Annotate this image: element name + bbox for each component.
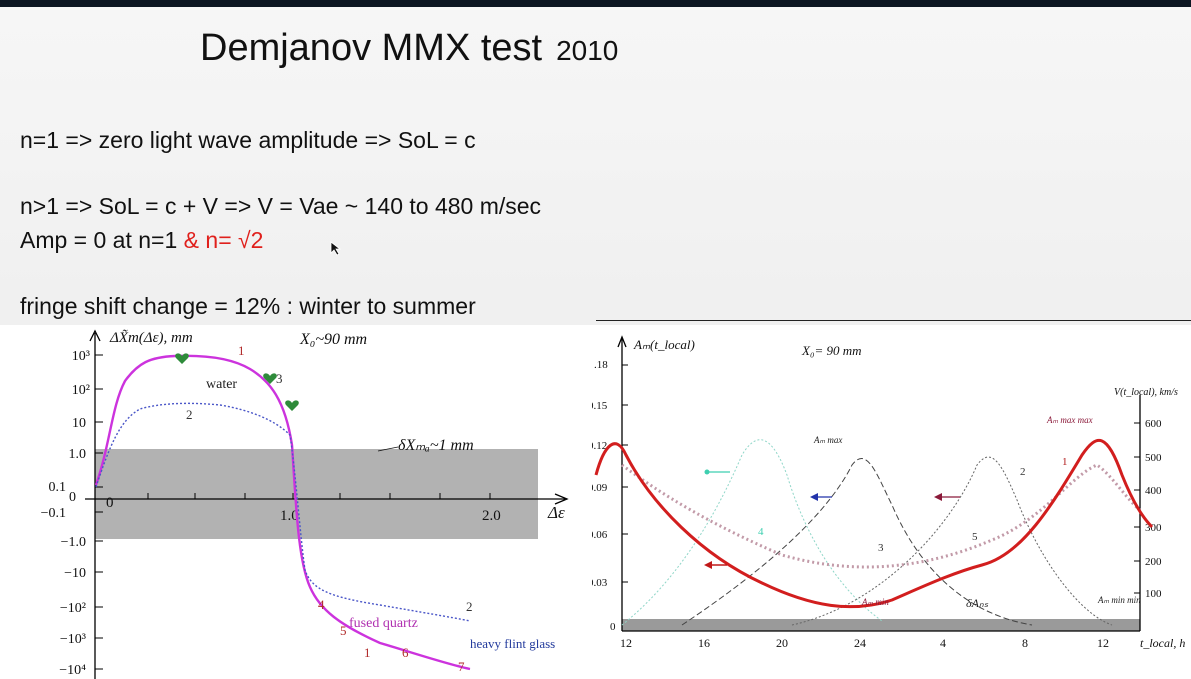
right-y-tick: 0.15 <box>592 400 608 412</box>
right-y-tick: 0 <box>610 621 616 633</box>
text-line-n-greater-1: n>1 => SoL = c + V => V = Vae ~ 140 to 4… <box>20 193 542 219</box>
arrow-left-icon <box>810 493 818 501</box>
y-tick-label: 0.1 <box>49 480 67 495</box>
label-am-max-max: Aₘ max max <box>1046 415 1093 425</box>
fringe-underline <box>596 320 1191 321</box>
marker-dot-icon <box>704 469 710 475</box>
right-y2-tick: 200 <box>1145 556 1162 568</box>
arrow-left-icon <box>934 493 942 501</box>
right-y-tick: 0.12 <box>592 440 607 452</box>
amp-text: Amp = 0 at n=1 <box>20 227 184 253</box>
curve-tag: 5 <box>972 531 978 543</box>
bell-curve-3 <box>681 458 1033 626</box>
bell-curve-2 <box>791 456 1113 626</box>
y-axis-arrow-icon <box>89 329 101 342</box>
label-delta-a: δAₙₛ <box>966 596 989 610</box>
right-y2-tick: 100 <box>1145 588 1162 600</box>
title-main: Demjanov MMX test <box>200 27 543 69</box>
series-tag: 3 <box>276 371 283 386</box>
left-y-axis-label: ΔX̃m(Δε), mm <box>109 330 193 346</box>
x-axis-arrow-icon <box>554 493 569 505</box>
right-y-tick: 0.09 <box>592 482 608 494</box>
right-y2-axis-label: V(t_local), km/s <box>1114 387 1178 398</box>
series-tag: 4 <box>318 597 325 612</box>
amp-highlight: & n= √2 <box>183 227 264 253</box>
series-tag: 2 <box>186 407 193 422</box>
right-x-tick: 16 <box>698 636 710 650</box>
label-am-max: Aₘ max <box>813 435 842 445</box>
uncertainty-band <box>95 449 538 539</box>
series-tag: 7 <box>458 659 465 674</box>
curve-tag: 4 <box>758 526 764 538</box>
x-tick-label: 0 <box>106 495 114 511</box>
x-tick-marks <box>147 493 491 499</box>
mouse-cursor-icon <box>330 241 342 256</box>
y-tick-label: 10² <box>72 383 90 398</box>
y-tick-label: 10 <box>72 416 86 431</box>
y-tick-label: −0.1 <box>41 506 66 521</box>
right-x-tick: 12 <box>620 636 632 650</box>
left-x-axis-label: Δε <box>547 503 565 522</box>
slide-title: Demjanov MMX test 2010 <box>200 27 618 70</box>
right-x-tick: 24 <box>854 636 866 650</box>
right-x-tick: 12 <box>1097 636 1109 650</box>
right-x0-annotation: X₀= 90 mm <box>801 343 862 358</box>
x-tick-label: 2.0 <box>482 508 501 524</box>
series-tag-1-lower: 1 <box>364 645 371 660</box>
heart-marker-icon <box>263 373 277 384</box>
y-tick-label: −10² <box>60 601 86 616</box>
right-y-axis-label: Aₘ(t_local) <box>633 337 695 352</box>
curve-tag: 1 <box>1062 456 1068 468</box>
curve-tag: 3 <box>878 542 884 554</box>
curve-tag: 2 <box>1020 466 1026 478</box>
right-x-tick: 4 <box>940 636 946 650</box>
y-tick-label: −1.0 <box>61 535 86 550</box>
right-chart: .18 0.15 0.12 0.09 0.06 0.03 0 600 500 4… <box>592 325 1191 679</box>
text-line-n1: n=1 => zero light wave amplitude => SoL … <box>20 127 476 153</box>
series-tag: 2 <box>466 599 473 614</box>
series-tag: 5 <box>340 623 347 638</box>
baseline-band <box>622 619 1140 631</box>
text-line-fringe: fringe shift change = 12% : winter to su… <box>20 293 476 319</box>
right-y2-tick: 600 <box>1145 418 1162 430</box>
label-am-min-min: Aₘ min min <box>1097 595 1141 605</box>
series-1-curve <box>94 354 471 671</box>
right-x-tick: 8 <box>1022 636 1028 650</box>
title-year: 2010 <box>556 35 619 66</box>
label-am-min: Aₘ min <box>861 597 889 607</box>
right-x-tick: 20 <box>776 636 788 650</box>
slide: Demjanov MMX test 2010 n=1 => zero light … <box>0 7 1191 679</box>
heart-marker-icon <box>285 400 299 411</box>
band-annotation: δXₘₐ~1 mm <box>398 437 474 454</box>
y-tick-label: −10⁴ <box>59 663 86 678</box>
x-tick-label: 1.0 <box>280 508 299 524</box>
heart-marker-icon <box>175 353 189 364</box>
right-x-axis-label: t_local, h <box>1140 636 1185 650</box>
bell-curve-4 <box>621 439 883 626</box>
y-tick-label: 0 <box>69 490 76 505</box>
label-fused-quartz: fused quartz <box>349 616 418 631</box>
y-tick-label: −10³ <box>60 632 86 647</box>
right-y-tick: .18 <box>594 359 608 371</box>
right-y-tick: 0.06 <box>592 529 608 541</box>
text-line-amp: Amp = 0 at n=1 & n= √2 <box>20 227 263 254</box>
series-tag: 6 <box>402 645 409 660</box>
arrow-left-icon <box>704 561 712 569</box>
main-amplitude-curve <box>594 438 1154 609</box>
right-y2-tick: 500 <box>1145 452 1162 464</box>
left-chart: 10³ 10² 10 1.0 0.1 0 −0.1 −1.0 −10 −10² … <box>0 325 592 679</box>
right-y2-tick: 400 <box>1145 485 1162 497</box>
label-heavy-flint-glass: heavy flint glass <box>470 636 555 651</box>
series-tag: 1 <box>238 343 245 358</box>
left-x0-annotation: X₀~90 mm <box>299 331 367 348</box>
window-top-bar <box>0 0 1191 7</box>
right-y-tick: 0.03 <box>592 577 608 589</box>
y-tick-label: 10³ <box>72 349 90 364</box>
label-water: water <box>206 377 237 392</box>
right-y-axis-arrow-icon <box>617 335 627 348</box>
y-tick-label: −10 <box>64 566 86 581</box>
y-tick-label: 1.0 <box>69 447 87 462</box>
